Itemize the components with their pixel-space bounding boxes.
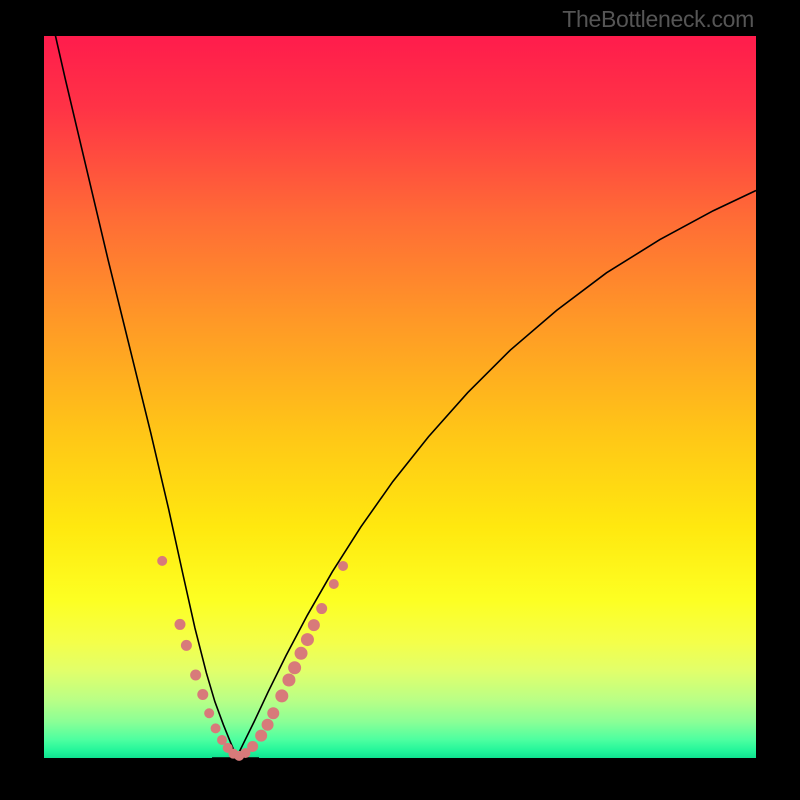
data-marker xyxy=(255,730,267,742)
bottleneck-curve-right xyxy=(236,191,756,758)
data-marker xyxy=(157,556,167,566)
data-marker xyxy=(267,707,279,719)
data-marker xyxy=(181,640,192,651)
data-marker xyxy=(329,579,339,589)
data-marker xyxy=(308,619,320,631)
watermark-text: TheBottleneck.com xyxy=(562,6,754,33)
chart-plot-area xyxy=(44,36,756,758)
data-marker xyxy=(316,603,327,614)
data-marker xyxy=(174,619,185,630)
data-marker xyxy=(262,719,274,731)
data-marker xyxy=(247,741,258,752)
bottleneck-curve-left xyxy=(44,0,236,758)
data-marker xyxy=(301,633,314,646)
data-marker xyxy=(197,689,208,700)
data-marker xyxy=(282,674,295,687)
data-marker xyxy=(275,689,288,702)
data-marker xyxy=(295,647,308,660)
data-marker xyxy=(204,708,214,718)
data-marker xyxy=(211,723,221,733)
data-marker xyxy=(338,561,348,571)
data-marker xyxy=(190,669,201,680)
chart-curve-layer xyxy=(44,36,756,758)
data-marker xyxy=(288,661,301,674)
